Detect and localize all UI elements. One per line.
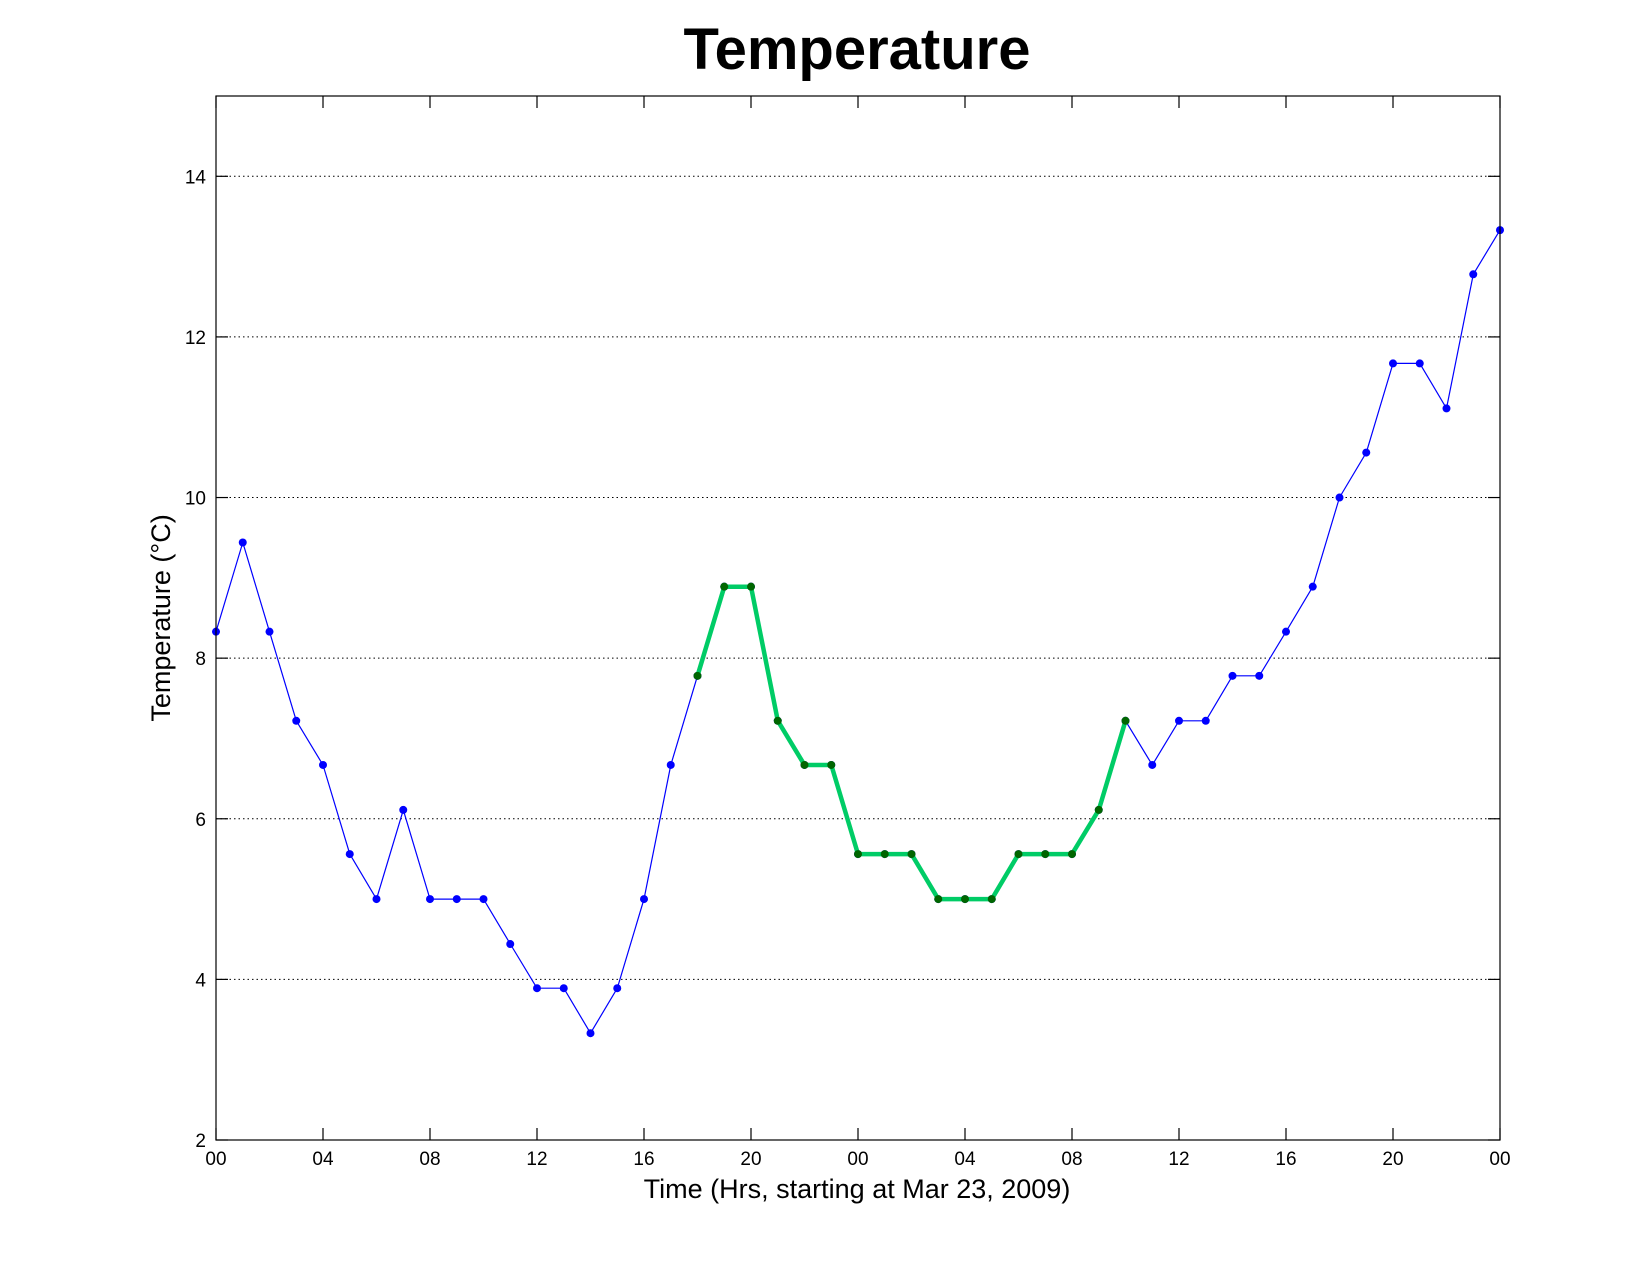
x-tick-label: 08 — [419, 1149, 440, 1170]
data-point — [533, 984, 541, 993]
data-point — [479, 895, 488, 904]
x-tick-label: 12 — [526, 1149, 547, 1170]
data-point — [1094, 805, 1103, 814]
data-point — [666, 760, 675, 769]
x-tick-label: 20 — [740, 1149, 761, 1170]
data-point — [773, 716, 782, 725]
data-point — [265, 627, 274, 636]
data-point — [1308, 582, 1317, 591]
y-tick-label: 10 — [185, 489, 206, 510]
data-point — [345, 850, 354, 859]
data-point — [1068, 850, 1076, 859]
data-point — [1389, 359, 1397, 368]
data-point — [880, 850, 889, 859]
data-series — [212, 226, 1504, 1038]
y-tick-label: 12 — [185, 328, 206, 349]
x-axis-label: Time (Hrs, starting at Mar 23, 2009) — [644, 1174, 1071, 1204]
x-tick-label: 08 — [1061, 1149, 1082, 1170]
data-point — [613, 984, 622, 993]
x-tick-label: 00 — [1489, 1149, 1510, 1170]
data-point — [720, 582, 729, 591]
data-point — [319, 760, 327, 769]
x-tick-label: 04 — [312, 1149, 334, 1170]
data-point — [907, 850, 916, 859]
y-tick-label: 2 — [195, 1131, 206, 1152]
data-point — [1175, 716, 1183, 725]
data-point — [1362, 448, 1371, 457]
data-point — [559, 984, 568, 993]
x-tick-label: 12 — [1168, 1149, 1189, 1170]
y-axis-label: Temperature (°C) — [146, 514, 176, 721]
data-point — [426, 895, 434, 904]
data-point — [987, 895, 996, 904]
data-point — [1148, 760, 1157, 769]
data-point — [586, 1029, 595, 1038]
data-point — [372, 895, 381, 904]
y-tick-label: 8 — [195, 649, 206, 670]
y-tick-label: 4 — [195, 970, 206, 991]
data-point — [747, 582, 755, 591]
data-point — [1255, 671, 1264, 680]
data-point — [800, 760, 809, 769]
data-point — [1442, 404, 1451, 413]
data-point — [1415, 359, 1424, 368]
data-point — [399, 805, 408, 814]
x-tick-label: 20 — [1382, 1149, 1403, 1170]
y-tick-label: 14 — [185, 167, 207, 188]
x-tick-label: 16 — [1275, 1149, 1296, 1170]
data-point — [961, 895, 969, 904]
data-point — [452, 895, 461, 904]
data-point — [1228, 671, 1237, 680]
chart-title: Temperature — [683, 17, 1030, 82]
data-point — [693, 671, 702, 680]
data-point — [1469, 270, 1478, 279]
data-point — [640, 895, 648, 904]
y-tick-label: 6 — [195, 810, 206, 831]
data-point — [1282, 627, 1290, 636]
x-tick-label: 16 — [633, 1149, 654, 1170]
data-point — [506, 940, 515, 949]
data-point — [1121, 716, 1130, 725]
data-point — [1041, 850, 1050, 859]
data-point — [934, 895, 943, 904]
x-tick-label: 04 — [954, 1149, 976, 1170]
axis-ticks: 2 4 6 8 10 12 14 00 04 08 12 16 20 00 04 08 12 16 20 00 — [185, 96, 1511, 1170]
data-point — [854, 850, 862, 859]
data-point — [238, 538, 247, 547]
x-tick-label: 00 — [205, 1149, 226, 1170]
data-point — [1014, 850, 1023, 859]
data-point — [1335, 493, 1344, 502]
data-point — [1201, 716, 1210, 725]
x-tick-label: 00 — [847, 1149, 868, 1170]
data-point — [827, 760, 836, 769]
data-point — [292, 716, 301, 725]
